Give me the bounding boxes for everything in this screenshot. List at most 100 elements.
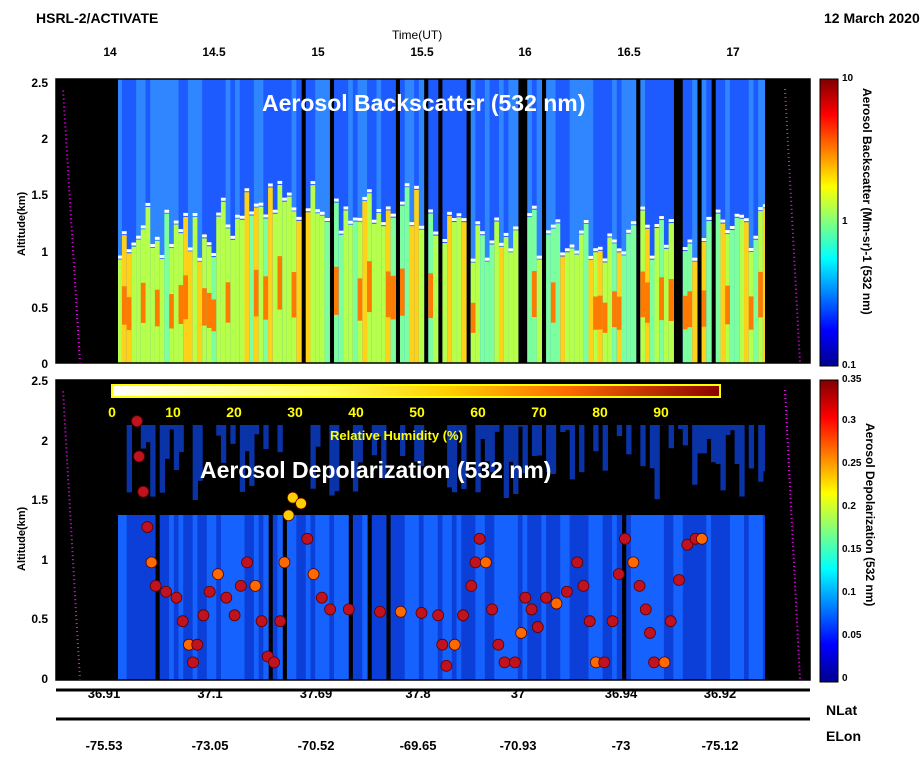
elon-tick: -75.53: [85, 738, 123, 753]
cloud-top-cell: [550, 224, 557, 228]
backscatter-cell: [748, 79, 755, 363]
backscatter-cell: [654, 79, 660, 363]
backscatter-cell: [569, 79, 575, 363]
cloud-top-cell: [583, 220, 590, 224]
depolarization-cell: [649, 425, 656, 469]
rh-point: [473, 532, 486, 545]
backscatter-cell: [536, 79, 542, 363]
depolarization-cell: [616, 425, 623, 437]
backscatter-cell: [546, 79, 552, 363]
rh-point: [681, 538, 694, 551]
y-tick: 0.5: [31, 612, 48, 626]
boundary-layer-cell: [607, 237, 613, 363]
backscatter-cell: [621, 79, 627, 363]
depolarization-cell: [451, 425, 458, 493]
backscatter-cell: [121, 79, 128, 363]
rh-point: [203, 585, 216, 598]
depolarization-cell: [569, 515, 575, 680]
depolarization-cell: [414, 425, 420, 462]
nlat-tick: 36.92: [703, 686, 737, 701]
aerosol-layer-cell: [748, 296, 755, 330]
aerosol-layer-cell: [668, 279, 674, 322]
rh-point: [525, 603, 538, 616]
depolarization-cell: [607, 515, 613, 680]
cloud-top-cell: [744, 218, 750, 222]
cloud-top-cell: [715, 209, 722, 213]
cloud-top-cell: [659, 216, 665, 220]
depolarization-cell: [329, 425, 335, 496]
boundary-layer-cell: [442, 243, 448, 363]
aerosol-layer-cell: [178, 285, 184, 325]
rh-point: [571, 556, 584, 569]
boundary-layer-cell: [649, 259, 656, 363]
aircraft-altitude-trace: [62, 88, 81, 364]
cloud-top-cell: [682, 247, 689, 251]
depolarization-cell: [503, 425, 509, 498]
edge-mask: [765, 79, 810, 363]
depolarization-cell: [687, 515, 693, 680]
boundary-layer-cell: [503, 236, 509, 363]
elon-tick: -69.65: [399, 738, 437, 753]
cloud-top-cell: [753, 235, 759, 239]
depolarization-cell: [550, 515, 557, 680]
cloud-top-cell: [536, 255, 542, 259]
depolarization-cell: [357, 425, 363, 463]
nlat-tick: 36.91: [87, 686, 121, 701]
boundary-layer-cell: [244, 192, 250, 363]
elon-tick: -73.05: [191, 738, 229, 753]
boundary-layer-cell: [272, 213, 279, 363]
rh-point: [282, 509, 295, 522]
boundary-layer-cell: [239, 219, 246, 363]
cloud-top-cell: [338, 230, 345, 234]
depolarization-cell: [729, 515, 736, 680]
aerosol-layer-cell: [334, 266, 340, 315]
depolarization-cell: [423, 515, 429, 680]
time-tick: 16.5: [617, 45, 641, 59]
cloud-top-cell: [244, 188, 250, 192]
cloud-top-cell: [649, 255, 656, 259]
boundary-layer-cell: [159, 258, 165, 363]
rh-point: [583, 615, 596, 628]
edge-mask: [56, 79, 118, 363]
depolarization-cell: [753, 515, 759, 680]
aerosol-layer-cell: [550, 282, 557, 323]
rh-point: [286, 491, 299, 504]
depolarization-cell: [126, 515, 132, 680]
panel-frame: [55, 379, 811, 681]
depolarization-cell: [626, 425, 632, 455]
elon-tick: -75.12: [701, 738, 739, 753]
cloud-top-cell: [400, 201, 406, 205]
boundary-layer-cell: [282, 201, 288, 363]
cloud-top-cell: [569, 244, 575, 248]
cloud-top-cell: [263, 214, 269, 218]
cloud-top-cell: [121, 231, 128, 235]
boundary-layer-cell: [150, 247, 156, 363]
backscatter-cell: [725, 79, 731, 363]
aerosol-layer-cell: [169, 294, 175, 329]
aerosol-layer-cell: [206, 292, 213, 328]
boundary-layer-cell: [489, 244, 495, 363]
depolarization-cell: [560, 425, 566, 433]
aerosol-layer-cell: [616, 296, 623, 330]
rh-point: [673, 574, 685, 586]
nlat-tick: 36.94: [604, 686, 638, 701]
rh-point: [141, 521, 154, 533]
backscatter-cell: [602, 79, 608, 363]
backscatter-cell: [550, 79, 557, 363]
cloud-top-cell: [621, 251, 627, 255]
rh-tick: 10: [165, 404, 181, 420]
depolarization-cell: [725, 425, 731, 435]
depolarization-cell: [202, 515, 208, 680]
rh-point: [492, 638, 505, 651]
cloud-top-cell: [131, 242, 137, 246]
depolarization-cell: [371, 425, 378, 456]
aerosol-layer-cell: [263, 276, 269, 320]
depolarization-cell: [249, 515, 255, 680]
depolarization-cell: [758, 425, 764, 482]
date-label: 12 March 2020: [824, 10, 920, 26]
depolarization-cell: [602, 425, 608, 471]
depolarization-cell: [192, 425, 198, 500]
depolarization-cell: [560, 515, 566, 680]
nlat-tick: 37.1: [197, 686, 223, 701]
boundary-layer-cell: [362, 200, 368, 363]
